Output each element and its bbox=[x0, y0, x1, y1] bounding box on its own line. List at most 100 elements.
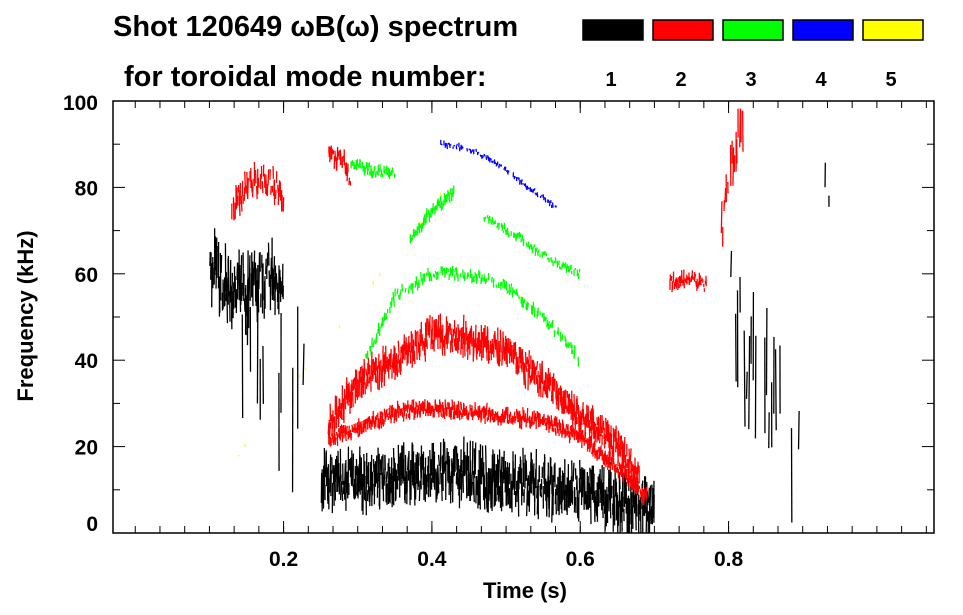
spectrum-mark-mode-3 bbox=[521, 234, 524, 242]
spectrum-mark-mode-3 bbox=[532, 301, 535, 309]
spectrum-mark-mode-2 bbox=[265, 174, 268, 196]
spectrum-mark-mode-1 bbox=[646, 491, 649, 506]
legend-swatch-mode-2 bbox=[652, 19, 714, 41]
spectrum-mark-mode-2 bbox=[531, 411, 534, 424]
spectrum-mark-mode-2 bbox=[410, 399, 413, 412]
spectrum-mark-mode-2 bbox=[338, 428, 341, 439]
spectrum-mark-mode-2 bbox=[527, 359, 529, 367]
x-tick-label: 0.6 bbox=[566, 548, 595, 571]
spectrum-mark-mode-2 bbox=[371, 370, 373, 382]
spectrum-mark-mode-2 bbox=[594, 423, 597, 432]
spectrum-mark-mode-2 bbox=[443, 407, 446, 420]
legend-swatch-mode-1 bbox=[582, 19, 644, 41]
spectrum-mark-mode-3 bbox=[509, 283, 513, 292]
spectrum-mark-mode-3 bbox=[407, 285, 410, 294]
spectrum-mark-mode-3 bbox=[571, 349, 574, 355]
spectrum-mark-mode-3 bbox=[490, 276, 493, 283]
spectrum-mark-mode-1 bbox=[392, 468, 395, 506]
axes: 0.2 0.4 0.6 0.8 0 20 40 60 80 100 bbox=[63, 92, 935, 571]
spectrum-mark-mode-3 bbox=[517, 232, 519, 238]
spectrum-mark-mode-2 bbox=[257, 177, 260, 188]
spectrum-mark-mode-2 bbox=[380, 365, 383, 388]
spectrum-mark-mode-1 bbox=[240, 255, 243, 305]
spectrum-mark-mode-1 bbox=[600, 464, 603, 506]
spectrum-mark-mode-2 bbox=[525, 364, 528, 372]
spectrum-mark-mode-1 bbox=[730, 250, 733, 278]
spectrum-mark-mode-2 bbox=[346, 383, 349, 404]
spectrum-mark-mode-3 bbox=[484, 216, 487, 220]
y-tick-label: 40 bbox=[75, 350, 98, 373]
spectrum-mark-mode-3 bbox=[434, 270, 437, 276]
spectrum-mark-mode-3 bbox=[443, 267, 446, 278]
spectrum-mark-mode-3 bbox=[521, 296, 524, 308]
spectrum-mark-mode-1 bbox=[403, 442, 405, 482]
spectrum-mark-mode-1 bbox=[269, 257, 273, 296]
spectrum-mark-mode-1 bbox=[484, 445, 487, 481]
legend-swatch-mode-5 bbox=[862, 19, 924, 41]
spectrum-mark-mode-2 bbox=[471, 405, 474, 417]
x-tick-label: 0.8 bbox=[714, 548, 744, 571]
spectrum-mark-mode-2 bbox=[620, 435, 623, 450]
spectrum-mark-mode-2 bbox=[692, 276, 695, 280]
spectrum-mark-mode-2 bbox=[724, 187, 727, 203]
spectrum-mark-mode-1 bbox=[774, 349, 777, 431]
spectrum-mark-mode-4 bbox=[485, 155, 488, 160]
spectrogram-marks bbox=[209, 108, 830, 534]
spectrum-mark-mode-3 bbox=[438, 201, 441, 209]
spectrum-mark-mode-3 bbox=[441, 266, 444, 276]
spectrum-mark-mode-2 bbox=[630, 461, 634, 472]
spectrum-mark-mode-2 bbox=[426, 400, 429, 414]
spectrum-mark-mode-2 bbox=[608, 451, 611, 464]
spectrum-mark-mode-1 bbox=[467, 471, 470, 496]
spectrum-mark-mode-1 bbox=[590, 465, 593, 495]
spectrum-mark-mode-2 bbox=[531, 360, 535, 379]
spectrum-mark-mode-3 bbox=[505, 229, 508, 235]
spectrum-mark-mode-4 bbox=[492, 160, 494, 164]
spectrum-mark-mode-2 bbox=[402, 334, 406, 360]
spectrum-mark-mode-1 bbox=[437, 454, 441, 466]
spectrum-mark-mode-3 bbox=[416, 282, 419, 291]
spectrum-mark-mode-1 bbox=[472, 470, 475, 503]
spectrum-mark-mode-3 bbox=[442, 199, 445, 204]
spectrum-mark-mode-2 bbox=[551, 376, 554, 402]
spectrum-mark-mode-1 bbox=[498, 449, 501, 483]
spectrum-mark-mode-2 bbox=[336, 407, 339, 420]
spectrum-mark-mode-2 bbox=[614, 464, 616, 472]
spectrum-mark-mode-2 bbox=[332, 438, 336, 445]
spectrum-mark-mode-3 bbox=[501, 224, 504, 231]
spectrum-mark-mode-2 bbox=[352, 378, 355, 392]
legend-label-mode-1: 1 bbox=[605, 69, 616, 91]
spectrum-mark-mode-2 bbox=[481, 406, 484, 413]
spectrum-mark-mode-4 bbox=[527, 187, 530, 190]
spectrum-mark-mode-5 bbox=[338, 325, 341, 328]
spectrum-mark-mode-2 bbox=[457, 400, 460, 411]
spectrum-mark-mode-2 bbox=[346, 170, 349, 182]
spectrum-mark-mode-2 bbox=[522, 364, 525, 386]
y-tick-label: 80 bbox=[75, 177, 98, 200]
spectrum-mark-mode-2 bbox=[676, 278, 678, 285]
spectrum-mark-mode-2 bbox=[354, 369, 357, 389]
spectrum-mark-mode-1 bbox=[258, 252, 261, 290]
spectrum-mark-mode-2 bbox=[488, 351, 491, 361]
spectrum-mark-mode-2 bbox=[240, 195, 243, 212]
spectrum-mark-mode-3 bbox=[411, 237, 414, 241]
spectrum-mark-mode-2 bbox=[463, 332, 466, 357]
spectrum-mark-mode-3 bbox=[486, 214, 489, 219]
spectrum-mark-mode-1 bbox=[618, 475, 621, 490]
spectrum-mark-mode-1 bbox=[460, 473, 463, 501]
spectrum-mark-mode-1 bbox=[329, 454, 332, 484]
spectrum-mark-mode-2 bbox=[351, 427, 354, 433]
spectrum-mark-mode-1 bbox=[649, 485, 652, 514]
legend-label-mode-4: 4 bbox=[815, 69, 827, 91]
spectrum-mark-mode-1 bbox=[418, 480, 421, 502]
spectrum-mark-mode-1 bbox=[351, 450, 354, 484]
spectrum-mark-mode-1 bbox=[437, 467, 440, 494]
spectrum-mark-mode-3 bbox=[410, 234, 413, 242]
spectrum-mark-mode-3 bbox=[448, 195, 451, 203]
spectrum-mark-mode-2 bbox=[445, 321, 449, 345]
spectrum-mark-mode-1 bbox=[548, 480, 551, 518]
spectrum-mark-mode-3 bbox=[421, 222, 424, 229]
spectrum-mark-mode-1 bbox=[477, 478, 480, 506]
spectrum-mark-mode-2 bbox=[455, 407, 458, 419]
